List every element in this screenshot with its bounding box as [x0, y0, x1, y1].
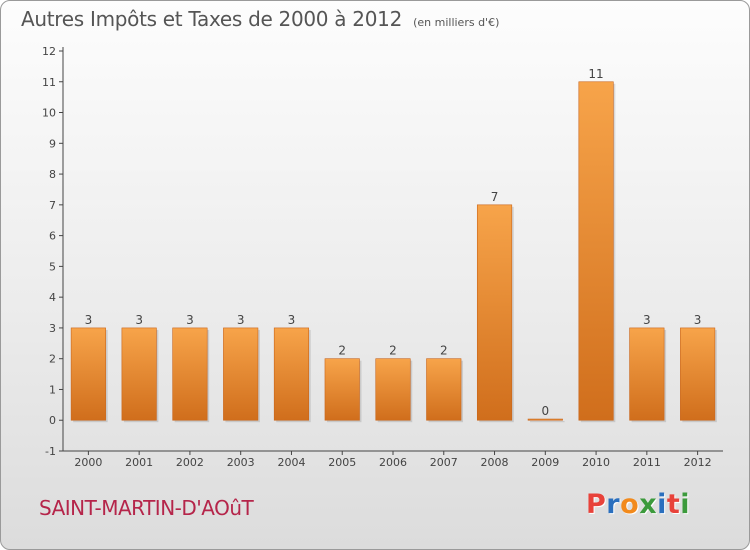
chart-title: Autres Impôts et Taxes de 2000 à 2012 [21, 7, 402, 31]
bar-value-label: 3 [694, 313, 702, 327]
bar-value-label: 2 [389, 344, 397, 358]
x-tick-label: 2008 [481, 456, 509, 469]
y-tick-label: 0 [49, 414, 56, 427]
bar-value-label: 3 [186, 313, 194, 327]
x-tick-label: 2001 [125, 456, 153, 469]
bar-value-label: 11 [588, 67, 603, 81]
x-tick-label: 2004 [277, 456, 305, 469]
bar [121, 327, 157, 421]
y-tick-label: 7 [49, 199, 56, 212]
logo-letter: P [586, 489, 607, 520]
bar-value-label: 2 [440, 344, 448, 358]
logo-letter: x [639, 489, 658, 520]
bar [578, 81, 614, 421]
bar-value-label: 3 [85, 313, 93, 327]
x-tick-label: 2005 [328, 456, 356, 469]
bar-value-label: 7 [491, 190, 499, 204]
x-tick-label: 2010 [582, 456, 610, 469]
logo-letter: i [680, 489, 691, 520]
bar [324, 358, 360, 421]
y-tick-label: 12 [42, 45, 56, 58]
bar-value-label: 3 [288, 313, 296, 327]
bar [223, 327, 259, 421]
logo-letter: i [657, 489, 667, 520]
proxiti-logo: Proxiti [586, 489, 690, 520]
bar [70, 327, 106, 421]
y-tick-label: 5 [49, 260, 56, 273]
logo-letter: t [666, 489, 681, 520]
x-tick-label: 2009 [531, 456, 559, 469]
y-tick-label: 11 [42, 76, 56, 89]
y-tick-label: 4 [49, 291, 56, 304]
y-tick-label: -1 [45, 445, 56, 458]
bar-value-label: 2 [338, 344, 346, 358]
bar [426, 358, 462, 421]
bar-value-label: 0 [541, 404, 549, 418]
bar-value-label: 3 [135, 313, 143, 327]
chart-unit: (en milliers d'€) [413, 16, 500, 29]
commune-name: SAINT-MARTIN-D'AOûT [39, 496, 254, 520]
y-tick-label: 10 [42, 107, 56, 120]
y-tick-label: 8 [49, 168, 56, 181]
x-tick-label: 2002 [176, 456, 204, 469]
bar-value-label: 3 [237, 313, 245, 327]
y-tick-label: 2 [49, 353, 56, 366]
title-row: Autres Impôts et Taxes de 2000 à 2012 (e… [21, 7, 499, 31]
bar [476, 204, 513, 421]
bar [527, 418, 563, 421]
y-tick-label: 3 [49, 322, 56, 335]
y-tick-label: 1 [49, 383, 56, 396]
x-tick-label: 2012 [684, 456, 712, 469]
logo-letter: o [620, 489, 640, 520]
bar-shadow [530, 421, 565, 423]
bar [680, 327, 716, 421]
bar [172, 327, 208, 421]
x-tick-label: 2011 [633, 456, 661, 469]
logo-letter: r [606, 489, 621, 520]
y-tick-label: 9 [49, 137, 56, 150]
bar [375, 358, 411, 421]
bar-value-label: 3 [643, 313, 651, 327]
x-tick-label: 2000 [74, 456, 102, 469]
y-tick-label: 6 [49, 230, 56, 243]
x-tick-label: 2007 [430, 456, 458, 469]
bar [629, 327, 665, 421]
bar [273, 327, 310, 421]
x-tick-label: 2003 [227, 456, 255, 469]
x-tick-label: 2006 [379, 456, 407, 469]
